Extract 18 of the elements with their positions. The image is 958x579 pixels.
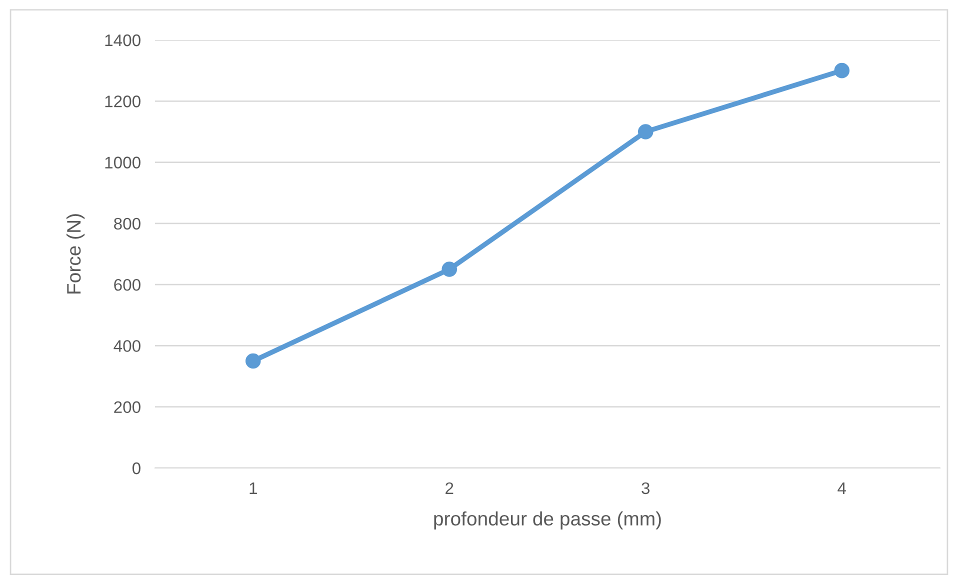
y-tick-label: 200 xyxy=(114,401,140,414)
y-axis-title: Force (N) xyxy=(66,214,85,294)
y-tick-label: 1400 xyxy=(105,34,140,46)
point xyxy=(442,262,458,277)
x-tick-label: 3 xyxy=(642,482,650,494)
y-tick-label: 400 xyxy=(114,340,140,352)
y-tick-label: 600 xyxy=(114,278,140,291)
y-tick-label: 1000 xyxy=(105,156,140,168)
x-tick-label: 2 xyxy=(446,482,454,494)
y-tick-label: 0 xyxy=(132,462,140,474)
point xyxy=(834,62,850,78)
point xyxy=(245,353,261,369)
x-tick-label: 1 xyxy=(250,482,257,494)
x-axis-title: profondeur de passe (mm) xyxy=(434,511,661,530)
y-tick-label: 1200 xyxy=(105,96,140,108)
x-tick-label: 4 xyxy=(838,482,846,494)
point xyxy=(638,124,654,140)
y-tick-label: 800 xyxy=(114,218,140,230)
